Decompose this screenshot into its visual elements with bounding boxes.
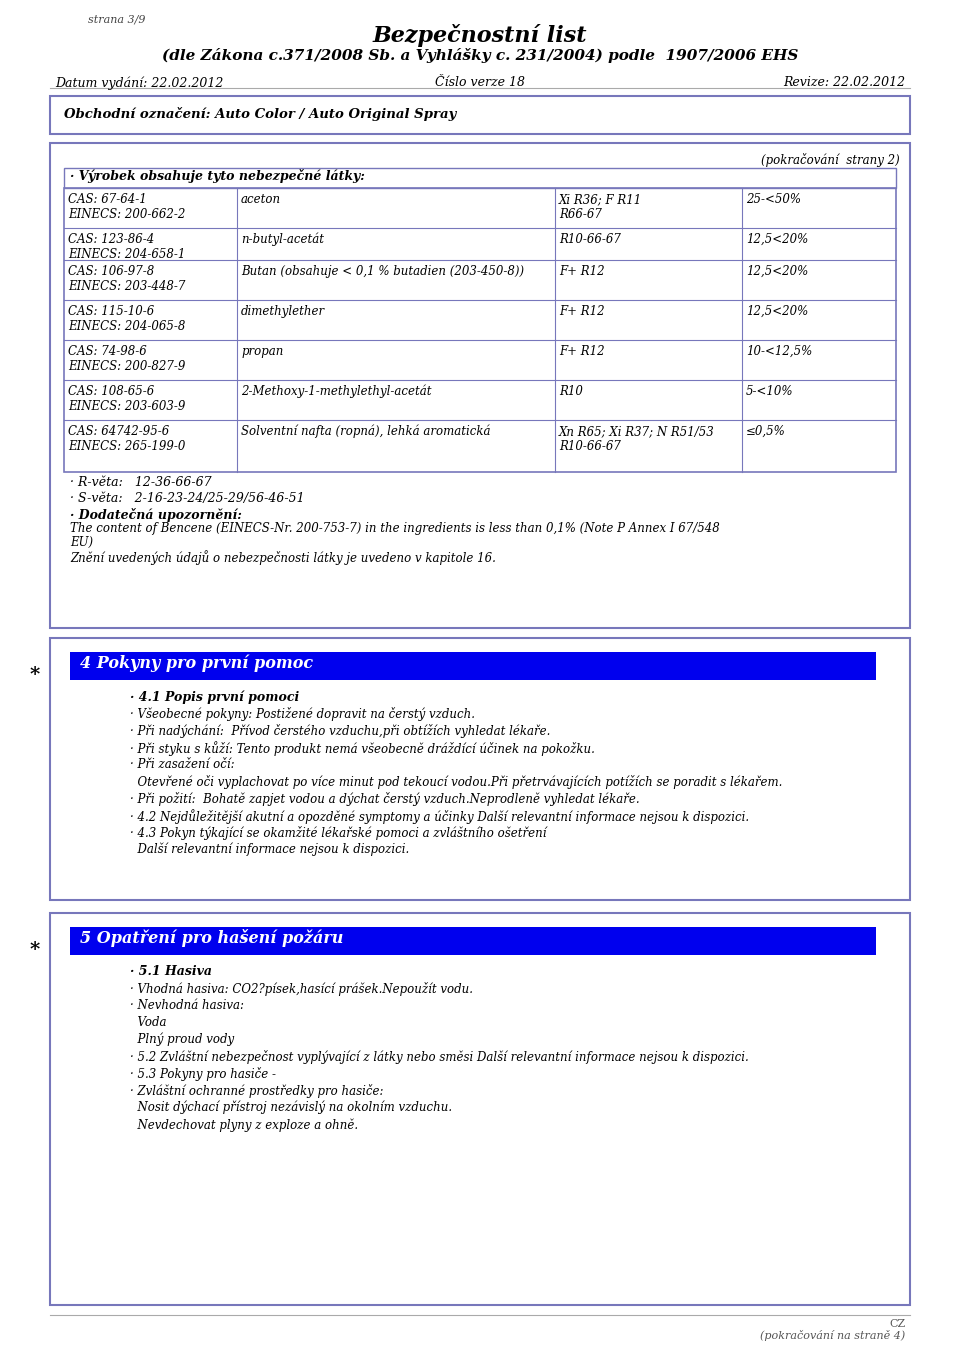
Text: · 4.2 Nejdůležitější akutní a opozděné symptomy a účinky Další relevantní inform: · 4.2 Nejdůležitější akutní a opozděné s… [130, 808, 749, 823]
Text: (pokračování na straně 4): (pokračování na straně 4) [759, 1330, 905, 1341]
Text: F+ R12: F+ R12 [559, 345, 605, 358]
Text: R10: R10 [559, 385, 583, 397]
Text: · Vhodná hasiva: CO2?písek,hasící prášek.Nepoužít vodu.: · Vhodná hasiva: CO2?písek,hasící prášek… [130, 982, 473, 996]
Text: · Zvláštní ochranné prostředky pro hasiče:: · Zvláštní ochranné prostředky pro hasič… [130, 1084, 383, 1098]
Text: · R-věta:   12-36-66-67: · R-věta: 12-36-66-67 [70, 476, 211, 489]
Bar [64, 168, 896, 188]
Text: propan: propan [241, 345, 283, 358]
Text: · Nevhodná hasiva:: · Nevhodná hasiva: [130, 999, 244, 1013]
Text: CAS: 123-86-4
EINECS: 204-658-1: CAS: 123-86-4 EINECS: 204-658-1 [68, 233, 185, 261]
Text: (dle Zákona c.371/2008 Sb. a Vyhlášky c. 231/2004) podle  1907/2006 EHS: (dle Zákona c.371/2008 Sb. a Vyhlášky c.… [162, 49, 798, 64]
Text: dimethylether: dimethylether [241, 306, 325, 318]
Text: Xn R65; Xi R37; N R51/53
R10-66-67: Xn R65; Xi R37; N R51/53 R10-66-67 [559, 425, 715, 453]
Text: F+ R12: F+ R12 [559, 265, 605, 279]
Text: · Všeobecné pokyny: Postižené dopravit na čerstý vzduch.: · Všeobecné pokyny: Postižené dopravit n… [130, 707, 475, 721]
Text: Voda: Voda [130, 1015, 166, 1029]
Text: CZ: CZ [889, 1320, 905, 1329]
Text: CAS: 115-10-6
EINECS: 204-065-8: CAS: 115-10-6 EINECS: 204-065-8 [68, 306, 185, 333]
Text: Xi R36; F R11
R66-67: Xi R36; F R11 R66-67 [559, 193, 642, 220]
Text: Revize: 22.02.2012: Revize: 22.02.2012 [782, 76, 905, 89]
Text: CAS: 108-65-6
EINECS: 203-603-9: CAS: 108-65-6 EINECS: 203-603-9 [68, 385, 185, 412]
Text: · Výrobek obsahuje tyto nebezpečné látky:: · Výrobek obsahuje tyto nebezpečné látky… [70, 169, 365, 183]
Text: · 4.1 Popis první pomoci: · 4.1 Popis první pomoci [130, 690, 300, 703]
Text: ≤0,5%: ≤0,5% [746, 425, 785, 438]
Text: aceton: aceton [241, 193, 281, 206]
Text: 5-<10%: 5-<10% [746, 385, 794, 397]
Text: Obchodní označení: Auto Color / Auto Original Spray: Obchodní označení: Auto Color / Auto Ori… [64, 107, 456, 120]
Bar [70, 927, 876, 955]
Text: Bezpečnostní list: Bezpečnostní list [372, 24, 588, 47]
Text: strana 3/9: strana 3/9 [88, 14, 146, 24]
Text: (pokračování  strany 2): (pokračování strany 2) [761, 153, 900, 168]
Text: CAS: 106-97-8
EINECS: 203-448-7: CAS: 106-97-8 EINECS: 203-448-7 [68, 265, 185, 293]
Bar [64, 188, 896, 472]
Text: 4 Pokyny pro první pomoc: 4 Pokyny pro první pomoc [80, 654, 313, 672]
Text: · 4.3 Pokyn týkající se okamžité lékařské pomoci a zvláštního ošetření: · 4.3 Pokyn týkající se okamžité lékařsk… [130, 826, 546, 840]
Text: CAS: 64742-95-6
EINECS: 265-199-0: CAS: 64742-95-6 EINECS: 265-199-0 [68, 425, 185, 453]
Text: The content of Bencene (EINECS-Nr. 200-753-7) in the ingredients is less than 0,: The content of Bencene (EINECS-Nr. 200-7… [70, 522, 720, 535]
Text: · Při nadýchání:  Přívod čerstého vzduchu,při obtížích vyhledat lékaře.: · Při nadýchání: Přívod čerstého vzduchu… [130, 725, 550, 738]
Bar [50, 143, 910, 627]
Text: · Při zasažení očí:: · Při zasažení očí: [130, 758, 234, 771]
Text: Nevdechovat plyny z exploze a ohně.: Nevdechovat plyny z exploze a ohně. [130, 1118, 358, 1132]
Text: Znění uvedených údajů o nebezpečnosti látky je uvedeno v kapitole 16.: Znění uvedených údajů o nebezpečnosti lá… [70, 550, 496, 565]
Bar [70, 652, 876, 680]
Text: Nosit dýchací přístroj nezávislý na okolním vzduchu.: Nosit dýchací přístroj nezávislý na okol… [130, 1101, 452, 1114]
Text: Plný proud vody: Plný proud vody [130, 1033, 234, 1046]
Text: 10-<12,5%: 10-<12,5% [746, 345, 812, 358]
Text: · Při styku s kůží: Tento produkt nemá všeobecně dráždící účinek na pokožku.: · Při styku s kůží: Tento produkt nemá v… [130, 741, 595, 756]
Text: Solventní nafta (ropná), lehká aromatická: Solventní nafta (ropná), lehká aromatick… [241, 425, 491, 438]
Text: · 5.3 Pokyny pro hasiče -: · 5.3 Pokyny pro hasiče - [130, 1067, 276, 1082]
Text: 12,5<20%: 12,5<20% [746, 265, 808, 279]
Text: Datum vydání: 22.02.2012: Datum vydání: 22.02.2012 [55, 76, 224, 89]
Text: *: * [30, 941, 40, 959]
Text: Další relevantní informace nejsou k dispozici.: Další relevantní informace nejsou k disp… [130, 844, 409, 857]
Text: 12,5<20%: 12,5<20% [746, 306, 808, 318]
Text: 5 Opatření pro hašení požáru: 5 Opatření pro hašení požáru [80, 929, 344, 946]
Text: · Dodatečná upozornění:: · Dodatečná upozornění: [70, 508, 242, 522]
Text: · S-věta:   2-16-23-24/25-29/56-46-51: · S-věta: 2-16-23-24/25-29/56-46-51 [70, 492, 304, 506]
Text: Butan (obsahuje < 0,1 % butadien (203-450-8)): Butan (obsahuje < 0,1 % butadien (203-45… [241, 265, 524, 279]
Bar [50, 96, 910, 134]
Text: EU): EU) [70, 535, 93, 549]
Text: · 5.2 Zvláštní nebezpečnost vyplývající z látky nebo směsi Další relevantní info: · 5.2 Zvláštní nebezpečnost vyplývající … [130, 1051, 749, 1064]
Text: 2-Methoxy-1-methylethyl-acetát: 2-Methoxy-1-methylethyl-acetát [241, 385, 431, 399]
Text: CAS: 74-98-6
EINECS: 200-827-9: CAS: 74-98-6 EINECS: 200-827-9 [68, 345, 185, 373]
Text: n-butyl-acetát: n-butyl-acetát [241, 233, 324, 246]
Text: Číslo verze 18: Číslo verze 18 [435, 76, 525, 89]
Text: R10-66-67: R10-66-67 [559, 233, 621, 246]
Text: F+ R12: F+ R12 [559, 306, 605, 318]
Text: Otevřené oči vyplachovat po více minut pod tekoucí vodou.Při přetrvávajících pot: Otevřené oči vyplachovat po více minut p… [130, 775, 782, 790]
Text: · 5.1 Hasiva: · 5.1 Hasiva [130, 965, 212, 977]
Text: 25-<50%: 25-<50% [746, 193, 801, 206]
Text: 12,5<20%: 12,5<20% [746, 233, 808, 246]
Text: · Při požití:  Bohatě zapjet vodou a dýchat čerstý vzduch.Neprodleně vyhledat lé: · Při požití: Bohatě zapjet vodou a dých… [130, 792, 639, 806]
Bar [50, 913, 910, 1305]
Text: CAS: 67-64-1
EINECS: 200-662-2: CAS: 67-64-1 EINECS: 200-662-2 [68, 193, 185, 220]
Bar [50, 638, 910, 900]
Text: *: * [30, 667, 40, 684]
